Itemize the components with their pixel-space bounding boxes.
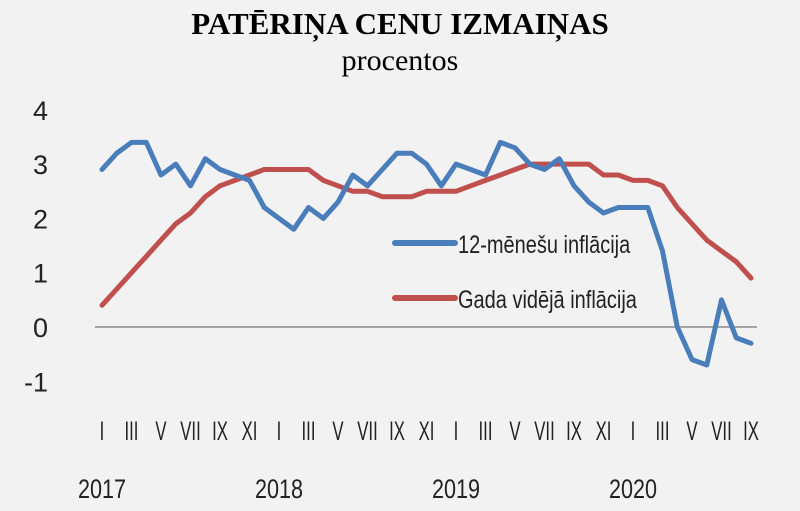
legend-label: Gada vidējā inflācija xyxy=(458,286,637,314)
legend-label: 12-mēnešu inflācija xyxy=(458,231,631,259)
x-tick-label: VII xyxy=(180,416,200,446)
x-tick-label: I xyxy=(277,416,282,446)
x-tick-label: V xyxy=(332,416,343,446)
x-tick-label: I xyxy=(454,416,459,446)
x-tick-label: IX xyxy=(212,416,228,446)
x-tick-label: VII xyxy=(534,416,554,446)
x-tick-label: III xyxy=(479,416,493,446)
x-tick-label: VII xyxy=(711,416,731,446)
x-tick-label: III xyxy=(302,416,316,446)
y-tick-label: 4 xyxy=(33,96,48,126)
year-label: 2020 xyxy=(609,475,657,505)
x-tick-label: IX xyxy=(566,416,582,446)
y-tick-label: 2 xyxy=(33,204,48,234)
x-tick-label: V xyxy=(155,416,166,446)
x-tick-label: V xyxy=(509,416,520,446)
series-line-1 xyxy=(99,161,754,308)
x-tick-label: IX xyxy=(743,416,759,446)
y-tick-label: 0 xyxy=(33,313,48,343)
x-tick-label: V xyxy=(686,416,697,446)
x-tick-label: IX xyxy=(389,416,405,446)
series-line-0 xyxy=(99,139,754,368)
x-tick-label: XI xyxy=(419,416,435,446)
chart-subtitle: procentos xyxy=(341,44,459,77)
x-tick-label: III xyxy=(125,416,139,446)
year-label: 2017 xyxy=(78,475,126,505)
year-label: 2018 xyxy=(255,475,303,505)
x-tick-label: III xyxy=(656,416,670,446)
x-tick-label: XI xyxy=(596,416,612,446)
y-tick-label: 1 xyxy=(33,259,48,289)
x-tick-label: XI xyxy=(242,416,258,446)
y-tick-label: -1 xyxy=(24,367,48,397)
y-tick-label: 3 xyxy=(33,150,48,180)
year-label: 2019 xyxy=(432,475,480,505)
x-tick-label: I xyxy=(631,416,636,446)
x-tick-label: VII xyxy=(357,416,377,446)
chart-title: PATĒRIŅA CENU IZMAIŅAS xyxy=(191,6,609,41)
x-tick-label: I xyxy=(100,416,105,446)
